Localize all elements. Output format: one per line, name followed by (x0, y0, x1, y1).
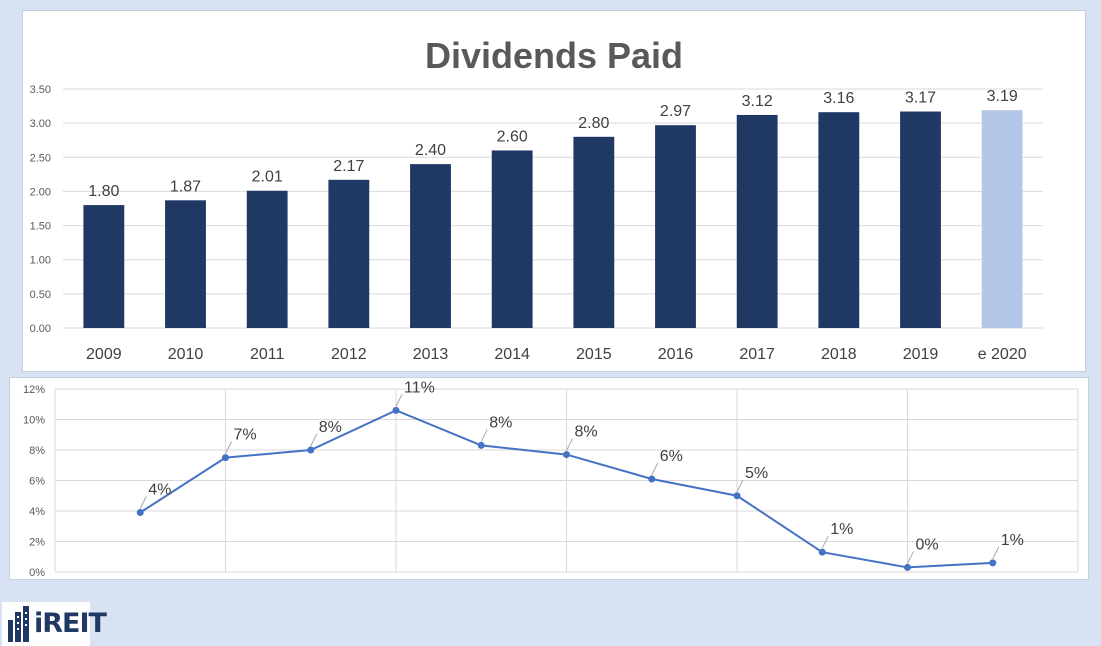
data-point-label: 5% (745, 465, 768, 482)
label-leader-line (139, 496, 147, 509)
bar (328, 179, 370, 328)
data-point (904, 563, 911, 571)
data-point (477, 441, 485, 449)
label-leader-line (651, 462, 659, 476)
data-point-label: 8% (575, 424, 598, 441)
data-point (818, 548, 826, 556)
bar (573, 136, 615, 328)
bar-value-label: 3.12 (742, 93, 773, 110)
bar (981, 110, 1023, 328)
data-point (989, 559, 997, 567)
y-tick-label: 1.50 (30, 221, 51, 233)
label-leader-line (480, 429, 488, 442)
bar-value-label: 1.87 (170, 178, 201, 195)
label-leader-line (736, 479, 744, 492)
ireit-logo: iREIT (2, 602, 107, 646)
chart-title: Dividends Paid (424, 35, 684, 76)
bar-value-label: 2.40 (415, 142, 446, 159)
y-tick-label: 2% (29, 537, 45, 549)
bar-value-label: 2.60 (497, 128, 528, 145)
y-tick-label: 4% (29, 506, 45, 518)
data-point (563, 451, 570, 459)
x-category-label: 2014 (494, 346, 530, 363)
data-point (136, 509, 144, 517)
dividends-bar-chart: 0.00 0.50 1.00 1.50 2.00 2.50 3.00 3.50 1.80 2009… (30, 84, 1043, 363)
bar-value-label: 2.97 (660, 103, 691, 120)
y-tick-label: 12% (23, 384, 45, 396)
data-point-label: 6% (660, 448, 683, 465)
bar (165, 200, 206, 328)
bar-value-label: 3.17 (905, 90, 936, 107)
data-point-label: 4% (148, 482, 171, 499)
x-category-label: 2015 (576, 346, 612, 363)
y-tick-label: 0% (29, 567, 45, 579)
bar (410, 164, 451, 328)
y-tick-label: 2.00 (30, 186, 51, 198)
data-point-label: 11% (404, 379, 435, 396)
y-tick-label: 0.50 (30, 289, 51, 301)
bar-value-label: 2.01 (252, 169, 283, 186)
data-point-label: 1% (830, 521, 853, 538)
bar (900, 111, 941, 328)
bar (246, 190, 288, 328)
bar-value-label: 2.17 (333, 158, 364, 175)
label-leader-line (907, 551, 914, 564)
data-point (648, 475, 656, 483)
bar-value-label: 1.80 (88, 183, 119, 200)
x-category-label: 2016 (658, 346, 694, 363)
y-tick-label: 0.00 (30, 323, 51, 335)
logo-text: iREIT (34, 608, 107, 639)
data-point (733, 492, 741, 500)
x-category-label: 2013 (413, 346, 449, 363)
bar-value-label: 2.80 (578, 115, 609, 132)
dividend-growth-line-chart-panel: 0% 2% 4% 6% 8% 10% 12% 4% 7% 8% 11% 8% 8% 6% 5% 1% 0% 1% (9, 377, 1089, 580)
x-category-label: e 2020 (978, 346, 1027, 363)
x-category-label: 2009 (86, 346, 122, 363)
bar (655, 125, 696, 328)
bar (736, 114, 778, 328)
data-point-label: 8% (319, 419, 342, 436)
x-category-label: 2011 (250, 346, 285, 363)
building-logo-icon (8, 606, 29, 642)
x-category-label: 2018 (821, 346, 857, 363)
data-point (222, 454, 229, 462)
x-category-label: 2019 (903, 346, 939, 363)
y-tick-label: 3.50 (30, 84, 51, 96)
data-point (392, 406, 400, 414)
data-point-label: 1% (1001, 532, 1024, 549)
x-category-label: 2017 (739, 346, 775, 363)
dividends-bar-chart-panel: Dividends Paid 0.00 0.50 1.00 1.50 2.00 2.50 3… (22, 10, 1086, 372)
label-leader-line (566, 438, 573, 451)
bar-value-label: 3.16 (823, 90, 854, 107)
label-leader-line (992, 546, 1000, 560)
y-tick-label: 8% (29, 445, 45, 457)
x-category-label: 2012 (331, 346, 367, 363)
y-tick-label: 2.50 (30, 152, 51, 164)
dividend-growth-line-chart: 0% 2% 4% 6% 8% 10% 12% 4% 7% 8% 11% 8% 8% 6% 5% 1% 0% 1% (23, 379, 1079, 579)
label-leader-line (310, 433, 318, 447)
label-leader-line (395, 394, 403, 407)
y-tick-label: 1.00 (30, 255, 51, 267)
bar (491, 150, 533, 328)
label-leader-line (225, 441, 232, 454)
data-point-label: 8% (489, 414, 512, 431)
bar-value-label: 3.19 (987, 88, 1018, 105)
y-tick-label: 3.00 (30, 118, 51, 130)
label-leader-line (821, 535, 829, 549)
data-point-label: 0% (916, 536, 939, 553)
bar (83, 205, 125, 328)
data-point-label: 7% (234, 427, 257, 444)
y-tick-label: 6% (29, 476, 45, 488)
y-tick-label: 10% (23, 415, 45, 427)
bar (818, 112, 860, 329)
data-point (307, 446, 315, 454)
x-category-label: 2010 (168, 346, 204, 363)
